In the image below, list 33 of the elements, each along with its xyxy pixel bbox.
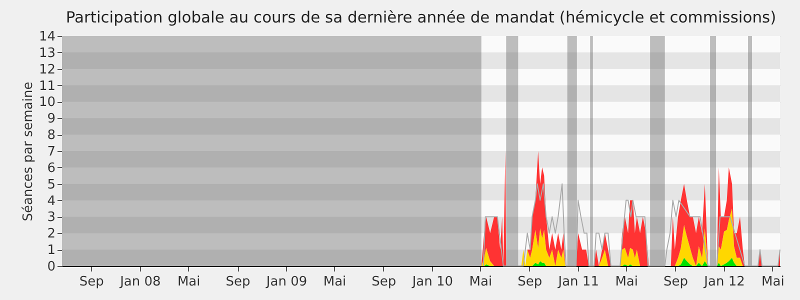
x-tick-label: Sep (226, 274, 250, 290)
y-tick-label: 6 (47, 160, 56, 176)
x-tick-label: Jan 09 (265, 274, 308, 290)
y-tick-label: 11 (38, 78, 56, 94)
x-tick-label: Jan 12 (703, 274, 745, 290)
x-tick-label: Sep (79, 274, 104, 290)
y-tick-label: 2 (47, 226, 56, 242)
x-tick-label: Sep (664, 274, 688, 290)
x-tick-label: Mai (177, 274, 200, 290)
x-tick-label: Jan 08 (119, 274, 161, 290)
chart-title: Participation globale au cours de sa dernière année de mandat (hémicycle et commissions) (66, 8, 776, 26)
x-tick-label: Jan 11 (557, 274, 599, 290)
y-tick-label: 4 (47, 194, 56, 209)
x-tick-label: Mai (323, 274, 346, 290)
x-tick-label: Mai (469, 274, 492, 290)
x-tick-label: Sep (518, 274, 542, 290)
x-tick-label: Sep (372, 274, 396, 290)
y-tick-label: 14 (38, 30, 56, 44)
y-tick-label: 8 (47, 128, 56, 144)
y-tick-label: 1 (47, 243, 56, 258)
x-tick-label: Mai (762, 274, 784, 290)
y-tick-label: 9 (47, 112, 56, 127)
x-tick-label: Mai (615, 274, 638, 290)
line-series (482, 183, 780, 266)
y-axis-title: Séances par semaine (20, 82, 36, 222)
y-tick-label: 13 (38, 46, 56, 61)
y-tick-label: 7 (47, 144, 56, 160)
y-tick-label: 3 (47, 210, 56, 226)
y-tick-label: 0 (47, 260, 56, 274)
y-tick-label: 5 (47, 177, 56, 192)
y-tick-label: 12 (38, 62, 56, 78)
y-tick-label: 10 (38, 95, 56, 110)
x-tick-label: Jan 10 (411, 274, 454, 290)
